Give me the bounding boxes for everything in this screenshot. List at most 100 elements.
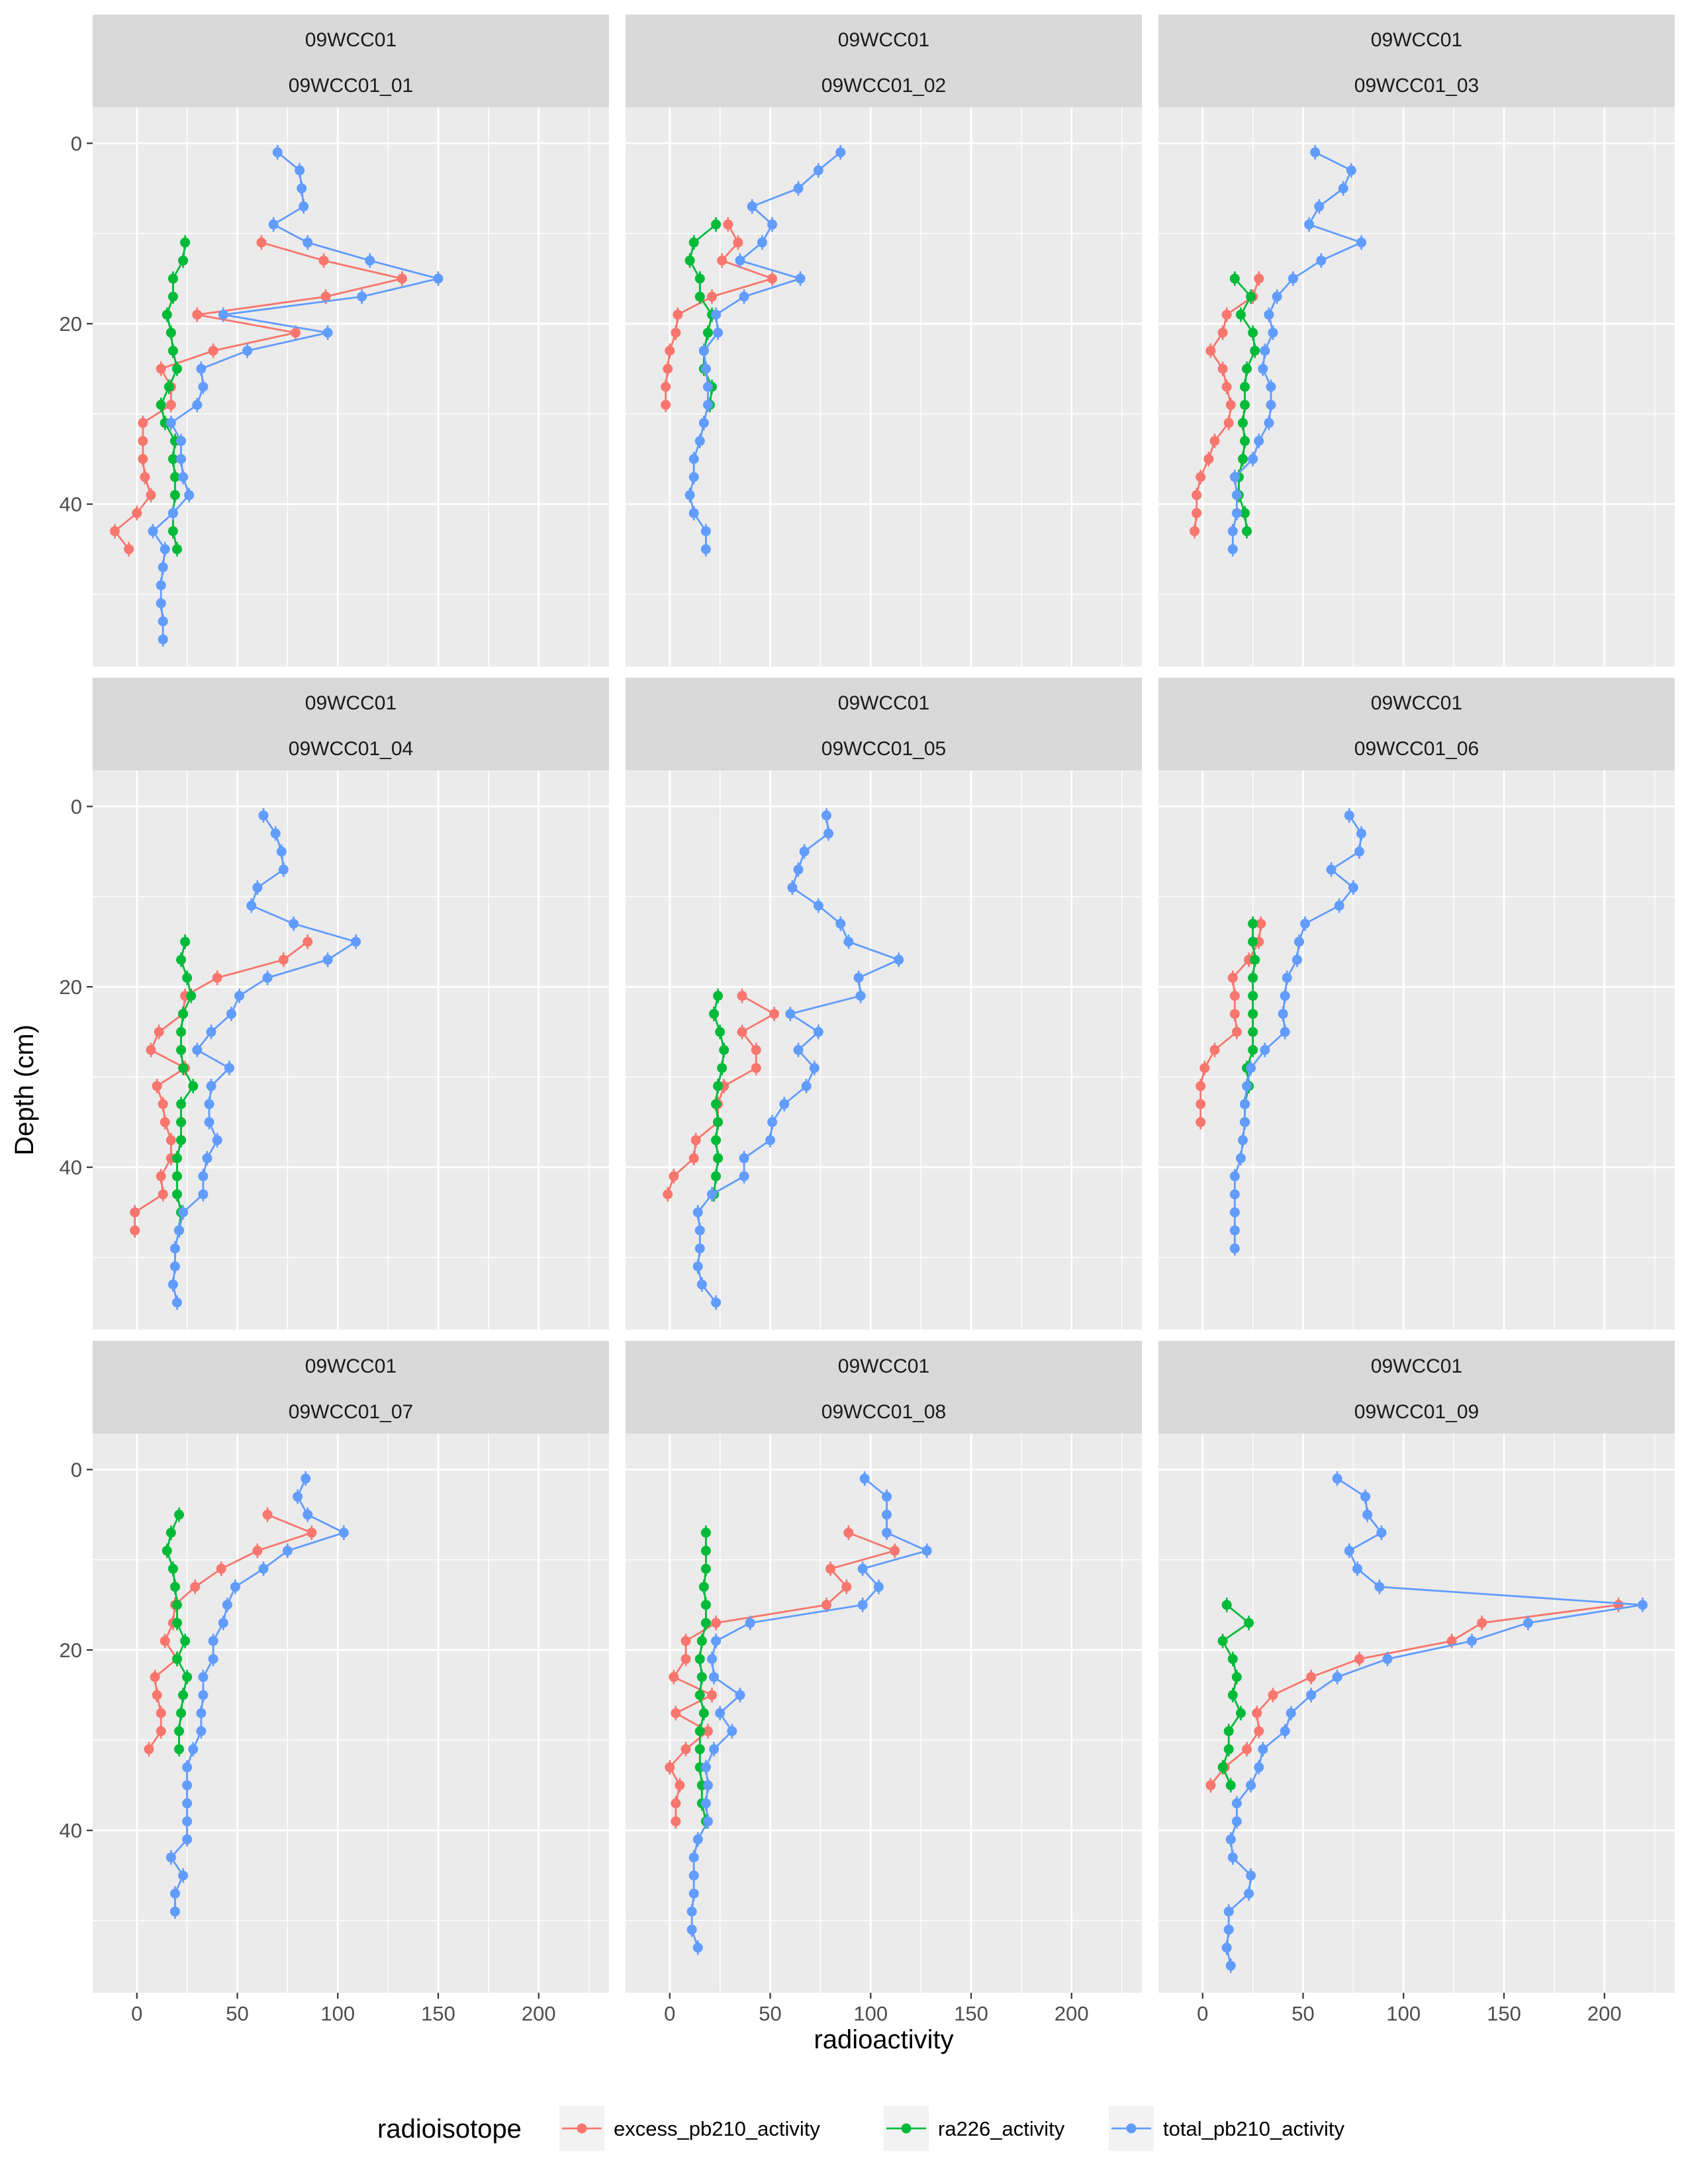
data-point [178,472,189,482]
y-tick-label: 40 [60,1156,82,1179]
data-point [1196,1099,1206,1109]
data-point [793,864,804,875]
data-point [1227,972,1238,983]
data-point [1205,345,1216,356]
data-point [156,1708,166,1718]
y-tick-label: 20 [60,312,82,336]
facet-strip-site-label: 09WCC01 [1371,692,1462,714]
legend-label: ra226_activity [938,2117,1065,2140]
data-point [1254,1762,1264,1772]
data-point [700,1545,711,1556]
x-tick-label: 150 [954,2002,988,2025]
data-point [176,454,187,465]
data-point [1223,418,1234,428]
data-point [156,580,166,590]
data-point [707,291,718,302]
data-point [1246,291,1256,302]
data-point [1264,309,1274,320]
facet-strip [1158,678,1675,770]
legend-title: radioisotope [377,2115,522,2144]
series-line-total_pb210_activity [696,815,900,1303]
data-point [882,1527,892,1538]
data-point [1332,1672,1342,1682]
x-tick-label: 100 [1386,2002,1421,2025]
facet-panel: 09WCC01 09WCC01_02 [626,15,1142,666]
data-point [688,1870,699,1881]
data-point [1260,1045,1270,1055]
data-point [1344,1545,1354,1556]
data-point [1225,1834,1236,1844]
data-point [138,418,148,428]
data-point [158,1189,168,1200]
data-point [1246,1780,1256,1791]
data-point [165,1852,176,1863]
data-point [208,345,218,356]
data-point [825,1563,836,1574]
data-point [169,1243,180,1253]
data-point [1346,165,1356,175]
data-point [1523,1617,1533,1628]
legend-label: excess_pb210_activity [614,2117,820,2140]
data-point [921,1545,932,1556]
data-point [1477,1617,1487,1628]
data-point [156,1171,166,1181]
data-point [256,237,267,248]
data-point [171,1189,182,1200]
data-point [1314,201,1325,212]
y-tick-label: 40 [60,1819,82,1843]
data-point [859,1473,870,1484]
data-point [188,1081,199,1091]
facet-panel: 09WCC01 09WCC01_03 [1158,15,1675,666]
data-point [176,954,187,965]
x-tick-label: 50 [759,2002,781,2025]
data-point [727,1726,737,1737]
data-point [171,1617,182,1628]
data-point [739,1153,749,1163]
data-point [711,1297,722,1308]
data-point [1300,919,1311,929]
data-point [130,1225,140,1236]
facet-strip [1158,1341,1675,1433]
data-point [853,972,864,983]
data-point [1278,1009,1288,1019]
data-point [717,255,727,266]
x-tick-label: 0 [131,2002,142,2025]
data-point [1225,400,1236,410]
data-point [192,309,203,320]
plot-background [1158,107,1675,666]
data-point [152,1081,162,1091]
data-point [198,1690,209,1700]
x-tick-label: 100 [320,2002,355,2025]
data-point [671,1798,681,1809]
data-point [1282,972,1292,983]
data-point [1244,1888,1254,1899]
y-tick-label: 0 [71,1459,82,1482]
data-point [192,1045,203,1055]
data-point [751,1045,761,1055]
data-point [1192,490,1202,500]
data-point [795,273,806,284]
data-point [694,1726,705,1737]
data-point [711,309,722,320]
data-point [1466,1635,1477,1646]
data-point [198,382,209,392]
data-point [178,1207,189,1218]
data-point [171,1153,182,1163]
data-point [1242,526,1252,537]
data-point [1231,508,1242,518]
facet-panels: 09WCC0109WCC01_010204009WCC0109WCC01_020… [60,15,1675,2025]
data-point [1248,1045,1258,1055]
data-point [278,954,289,965]
data-point [171,1654,182,1664]
data-point [176,1099,187,1109]
data-point [793,1045,804,1055]
data-point [234,991,245,1001]
data-point [1258,363,1268,374]
data-point [196,1726,207,1737]
data-point [165,328,176,338]
data-point [186,991,197,1001]
data-point [1192,508,1202,518]
x-tick-label: 200 [1055,2002,1089,2025]
data-point [713,1081,724,1091]
data-point [719,1045,729,1055]
